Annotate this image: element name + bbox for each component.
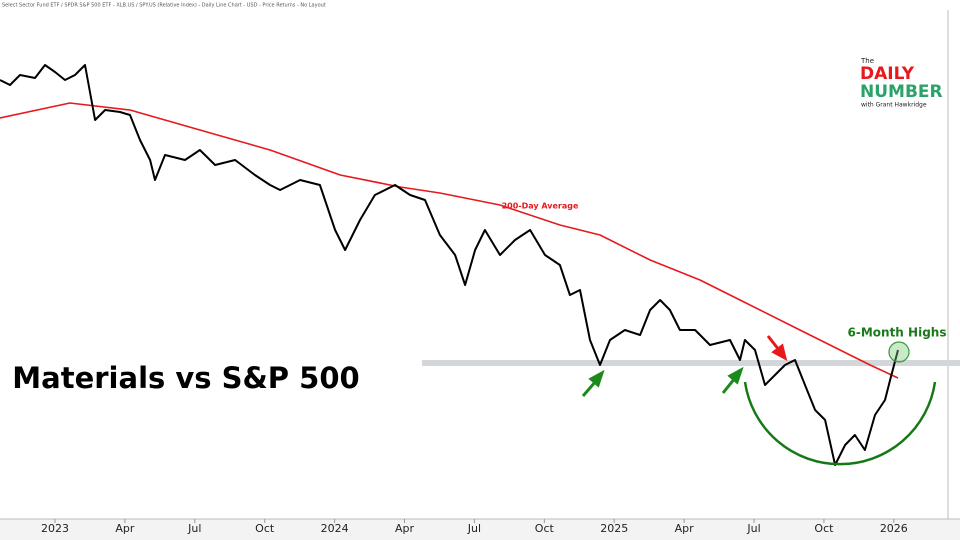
chart-title: Materials vs S&P 500: [12, 361, 359, 395]
x-tick-label: Apr: [675, 522, 695, 535]
arrow: [766, 335, 781, 351]
x-tick-label: Oct: [255, 522, 275, 535]
x-tick-label: 2026: [880, 522, 908, 535]
x-tick-label: Oct: [535, 522, 555, 535]
arrow-head: [771, 343, 788, 361]
logo: The DAILY NUMBER with Grant Hawkridge: [860, 57, 943, 109]
legend-label: 200-Day Average: [502, 202, 579, 211]
arrows: [766, 335, 788, 361]
plot: 2023 Apr Jul Oct 2024 Apr Jul Oct 2025 Apr Jul Oct 2…: [0, 64, 960, 535]
arrows: [581, 366, 744, 397]
annotation: 6-Month Highs: [848, 326, 947, 340]
x-tick-label: Apr: [395, 522, 415, 535]
arrow: [581, 380, 598, 397]
chart-header: Select Sector Fund ETF / SPDR S&P 500 ET…: [2, 3, 326, 9]
x-tick-label: Jul: [187, 522, 201, 535]
arrow-head: [727, 366, 744, 385]
highlight-circle: [888, 341, 910, 363]
x-tick-label: Jul: [746, 522, 760, 535]
x-axis-band: [0, 519, 960, 540]
series-line: [0, 102, 899, 379]
x-tick-label: Apr: [115, 522, 135, 535]
x-tick-label: 2025: [600, 522, 628, 535]
logo-text: NUMBER: [860, 82, 943, 102]
x-tick-label: 2023: [41, 522, 69, 535]
series-line: [0, 64, 899, 466]
x-tick-label: Oct: [814, 522, 834, 535]
logo-text: DAILY: [860, 64, 915, 84]
logo-text: with Grant Hawkridge: [861, 102, 927, 109]
x-tick-label: 2024: [321, 522, 349, 535]
x-tick-label: Jul: [467, 522, 481, 535]
arrow-head: [588, 369, 605, 388]
logo-text: The: [860, 57, 874, 65]
rounding-arc: [743, 381, 937, 466]
